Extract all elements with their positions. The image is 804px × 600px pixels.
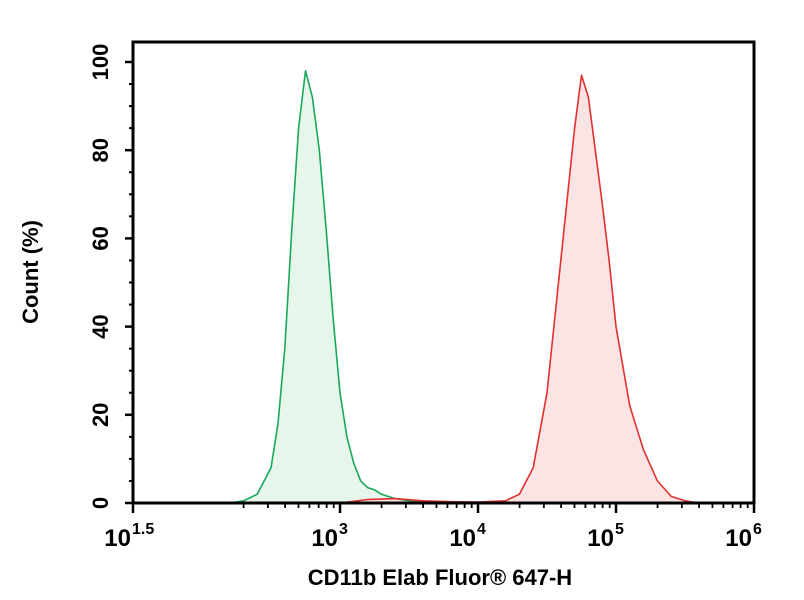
y-tick-label: 40 [88,314,113,338]
x-tick-label: 10 4 [449,521,486,552]
y-tick-label: 20 [88,403,113,427]
series-1-line [339,74,699,504]
x-tick-label: 10 3 [311,521,348,552]
y-tick-label: 80 [88,138,113,162]
x-tick-base: 10 [311,525,338,552]
x-tick-label: 10 1.5 [104,521,154,552]
x-tick-exponent: 6 [753,521,762,538]
x-tick-label: 10 5 [587,521,624,552]
x-tick-exponent: 1.5 [132,521,154,538]
y-axis: 0 20 40 60 80 100 [88,44,133,509]
series-1-fill [340,75,699,503]
x-tick-base: 10 [104,525,131,552]
y-tick-label: 0 [88,497,113,509]
y-tick-label: 60 [88,226,113,250]
x-tick-exponent: 5 [615,521,624,538]
series-fills [229,70,699,504]
series-0-fill [229,70,437,504]
x-axis-label: CD11b Elab Fluor® 647-H [308,565,572,590]
x-axis: 10 1.5 10 3 10 4 10 5 10 6 [104,503,762,552]
series-0-line [229,70,437,504]
x-tick-base: 10 [587,525,614,552]
plot-frame [131,40,756,505]
x-tick-exponent: 3 [339,521,348,538]
x-tick-base: 10 [725,525,752,552]
y-axis-label: Count (%) [18,220,43,324]
x-tick-exponent: 4 [477,521,486,538]
x-tick-label: 10 6 [725,521,762,552]
y-tick-label: 100 [88,44,113,81]
x-tick-base: 10 [449,525,476,552]
